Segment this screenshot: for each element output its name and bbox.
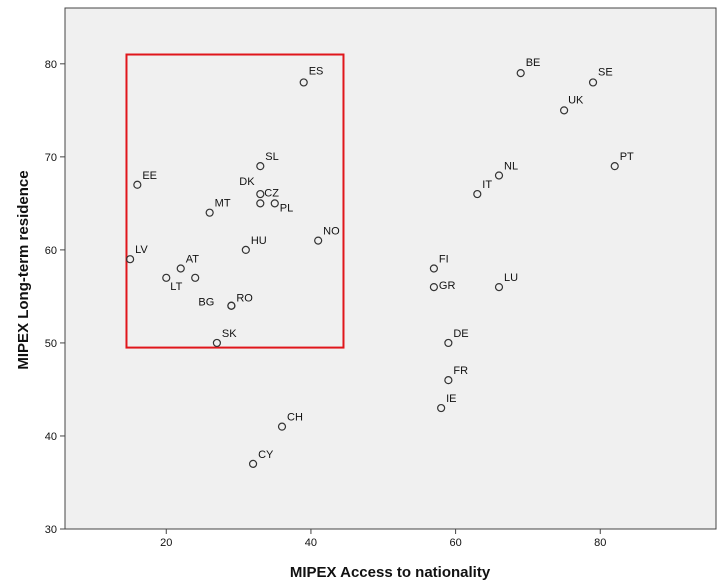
y-tick-label: 50: [45, 338, 57, 350]
scatter-point: [429, 283, 438, 292]
point-label: LT: [170, 281, 182, 293]
axis-ticks: 20 40 60 80 30 40 50 60 70 80: [45, 59, 607, 549]
y-tick-label: 60: [45, 245, 57, 257]
point-label: DE: [453, 328, 468, 340]
y-tick-label: 70: [45, 152, 57, 164]
point-label: CH: [287, 412, 303, 424]
scatter-point: [444, 338, 453, 348]
point-label: MT: [215, 198, 231, 210]
point-label: HU: [251, 235, 267, 247]
scatter-point: [248, 459, 258, 468]
scatter-point: [162, 273, 171, 282]
scatter-point: [126, 255, 135, 264]
point-label: PL: [280, 202, 293, 214]
point-label: LU: [504, 272, 518, 284]
point-label: SL: [265, 151, 278, 163]
scatter-point: [588, 78, 598, 87]
point-label: BG: [198, 297, 214, 309]
x-tick-label: 60: [449, 537, 461, 549]
scatter-point: [437, 403, 446, 413]
x-tick-label: 40: [305, 537, 317, 549]
point-label: RO: [236, 293, 253, 305]
point-label: NL: [504, 160, 518, 172]
scatter-point: [270, 199, 279, 208]
point-label: IT: [482, 179, 492, 191]
point-label: NO: [323, 226, 340, 238]
scatter-point: [559, 106, 569, 115]
scatter-point: [256, 189, 265, 199]
y-tick-label: 80: [45, 59, 57, 71]
point-label: FR: [453, 365, 468, 377]
point-label: EE: [142, 170, 157, 182]
point-label: BE: [526, 57, 541, 69]
point-label: IE: [446, 393, 456, 405]
scatter-point: [191, 273, 200, 282]
point-label: CY: [258, 449, 274, 461]
scatter-point: [133, 180, 142, 189]
point-label: PT: [620, 151, 634, 163]
scatter-point: [241, 245, 250, 254]
point-label: FI: [439, 254, 449, 266]
y-tick-label: 40: [45, 431, 57, 443]
scatter-point: [176, 264, 185, 273]
scatter-point: [299, 78, 308, 87]
x-tick-label: 20: [160, 537, 172, 549]
scatter-point: [610, 162, 619, 171]
point-label: AT: [186, 254, 200, 266]
highlight-box: [125, 53, 345, 349]
scatter-point: [473, 189, 482, 199]
y-axis-title: MIPEX Long-term residence: [15, 170, 32, 369]
scatter-point: [277, 422, 287, 431]
x-axis-title: MIPEX Access to nationality: [290, 564, 491, 581]
scatter-point: [205, 208, 214, 217]
plot-area: [64, 7, 717, 530]
scatter-point: [256, 199, 265, 208]
scatter-point: [494, 283, 504, 292]
y-tick-label: 30: [45, 524, 57, 536]
point-label: LV: [135, 244, 148, 256]
point-label: SE: [598, 66, 613, 78]
scatter-point: [314, 236, 323, 245]
point-label: CZ: [264, 187, 279, 199]
scatter-point: [516, 69, 525, 78]
point-label: UK: [568, 94, 584, 106]
scatter-point: [429, 264, 438, 273]
scatter-point: [212, 338, 221, 348]
point-label: GR: [439, 280, 456, 292]
scatter-point: [494, 171, 504, 180]
scatter-point: [227, 301, 236, 310]
point-label: SK: [222, 328, 237, 340]
scatter-point: [444, 376, 453, 385]
scatter-point: [256, 162, 265, 171]
x-tick-label: 80: [594, 537, 606, 549]
point-label: DK: [239, 176, 255, 188]
point-label: ES: [309, 65, 324, 77]
